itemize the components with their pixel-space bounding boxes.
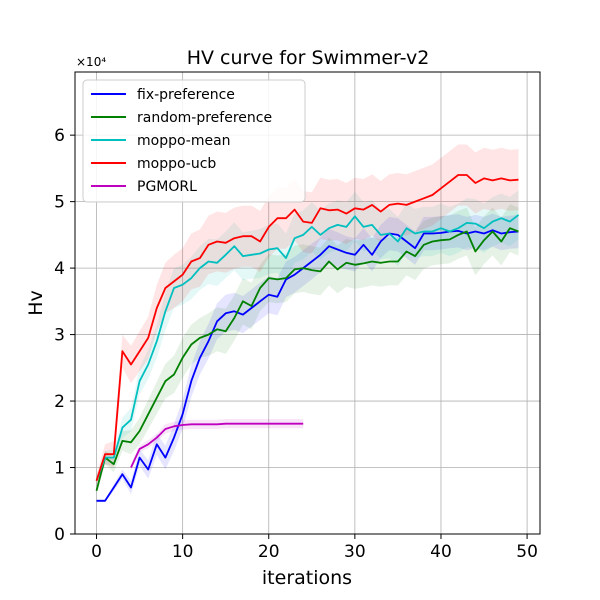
y-tick-label: 2 xyxy=(54,392,65,412)
line-PGMORL xyxy=(130,422,304,468)
line-random-preference xyxy=(95,227,519,492)
legend-label-moppo-ucb: moppo-ucb xyxy=(137,156,216,172)
legend-label-fix-preference: fix-preference xyxy=(137,87,235,103)
chart-title: HV curve for Swimmer-v2 xyxy=(187,47,430,69)
series-lines xyxy=(95,174,520,502)
x-tick-label: 30 xyxy=(344,542,366,562)
x-tick-label: 40 xyxy=(430,542,452,562)
y-tick-label: 3 xyxy=(54,326,65,346)
band-random-preference xyxy=(96,204,519,495)
legend-label-moppo-mean: moppo-mean xyxy=(137,133,231,149)
legend: fix-preference random-preference moppo-mea… xyxy=(82,79,306,203)
y-scale-label: ×10⁴ xyxy=(76,55,106,69)
x-tick-label: 10 xyxy=(172,542,194,562)
x-tick-label: 20 xyxy=(258,542,280,562)
y-tick-label: 0 xyxy=(54,525,65,545)
y-axis-ticks: 0 1 2 3 4 5 6 xyxy=(54,126,75,545)
y-tick-label: 4 xyxy=(54,259,65,279)
legend-label-PGMORL: PGMORL xyxy=(137,179,197,195)
band-moppo-ucb xyxy=(96,144,519,488)
x-axis-label: iterations xyxy=(262,567,352,589)
band-moppo-mean xyxy=(96,190,519,487)
line-moppo-mean xyxy=(95,214,520,482)
y-tick-label: 1 xyxy=(54,459,65,479)
y-tick-label: 5 xyxy=(54,193,65,213)
y-axis-label: Hv xyxy=(25,290,47,316)
line-moppo-ucb xyxy=(95,174,519,482)
band-fix-preference xyxy=(96,213,519,503)
y-tick-label: 6 xyxy=(54,126,65,146)
x-tick-label: 0 xyxy=(91,542,102,562)
legend-box xyxy=(82,79,306,203)
x-tick-label: 50 xyxy=(516,542,538,562)
legend-label-random-preference: random-preference xyxy=(137,110,272,126)
plot-frame xyxy=(74,71,541,535)
x-axis-ticks: 0 10 20 30 40 50 xyxy=(91,534,538,562)
